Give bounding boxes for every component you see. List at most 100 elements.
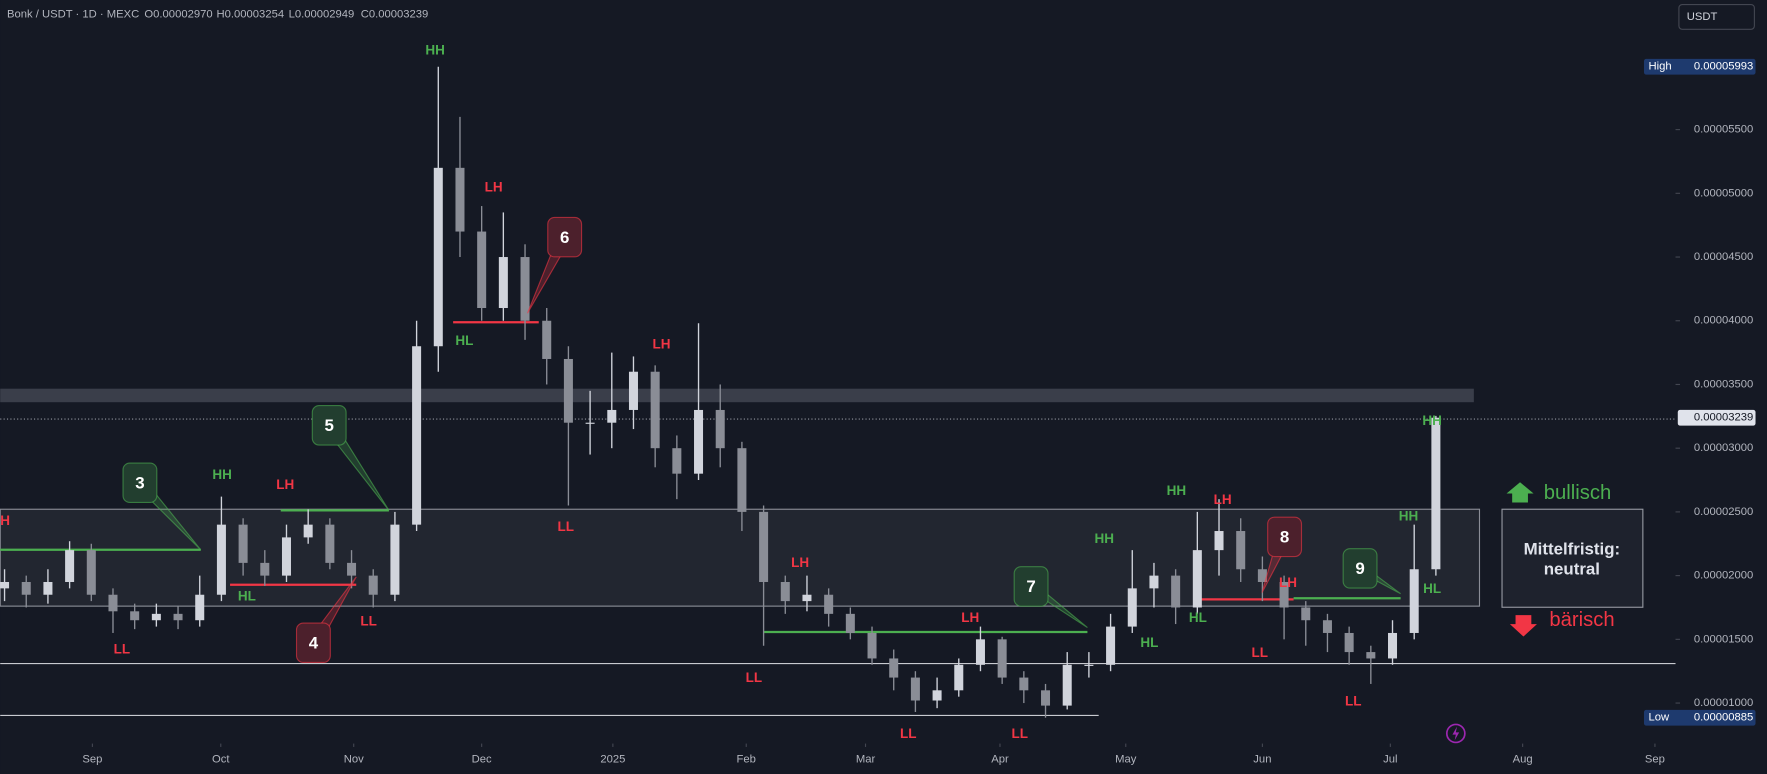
callout-box: [1267, 517, 1302, 557]
x-tick-label: Oct: [212, 753, 230, 765]
x-tick-label: Jun: [1253, 753, 1271, 765]
alert-icon[interactable]: [1445, 723, 1466, 744]
callout-box: [295, 622, 331, 664]
x-tick-label: Sep: [82, 753, 102, 765]
ohlc: O0.00002970 H0.00003254 L0.00002949 C0.0000…: [144, 9, 428, 21]
x-tick-label: Aug: [1513, 753, 1533, 765]
callout-box: [311, 405, 347, 446]
candle-body: [65, 550, 75, 582]
y-tick-label: 0.00003500: [1694, 378, 1753, 390]
candle-body: [1106, 626, 1116, 665]
candle-body: [1366, 652, 1376, 659]
candle-body: [455, 167, 465, 232]
candle-body: [433, 167, 443, 347]
candle-body: [932, 690, 942, 701]
candle-body: [802, 594, 812, 602]
candle-body: [759, 511, 769, 582]
swing-label: LH: [653, 336, 671, 351]
swing-label: HL: [455, 333, 473, 348]
x-tick-label: Mar: [856, 753, 876, 765]
candle-body: [1214, 531, 1224, 551]
y-tick-label: 0.00004000: [1694, 315, 1753, 327]
candles: [0, 66, 1441, 718]
swing-label: HH: [1422, 413, 1442, 428]
candle-body: [1062, 664, 1072, 706]
callout-box: [547, 216, 583, 258]
candle-body: [628, 371, 638, 410]
candle-body: [975, 639, 985, 665]
candle-body: [412, 346, 422, 525]
candle-body: [390, 524, 400, 595]
bias-title: Mittelfristig:: [1524, 539, 1621, 558]
price-tag-name: Low: [1648, 712, 1670, 724]
swing-label: HL: [1140, 635, 1158, 650]
callout-box: [1013, 566, 1049, 607]
candle-body: [0, 581, 10, 589]
y-tick-label: 0.00001000: [1694, 697, 1753, 709]
callout-label: 7: [1026, 577, 1035, 596]
swing-label: LH: [961, 610, 979, 625]
callout-label: 5: [324, 416, 333, 435]
candle-body: [325, 524, 335, 563]
candle-body: [650, 371, 660, 449]
candle-body: [824, 594, 834, 614]
price-tag-label: 0.00005993: [1694, 61, 1753, 73]
alert-icon-bolt[interactable]: [1452, 726, 1460, 741]
candle-body: [1127, 588, 1137, 627]
ohlc-value: L0.00002949: [289, 9, 355, 21]
price-tag: [1643, 58, 1756, 75]
candle-body: [1431, 417, 1441, 570]
candle-body: [1301, 607, 1311, 621]
swing-label: LL: [558, 519, 575, 534]
swing-label: LH: [1214, 492, 1232, 507]
x-tick-label: Nov: [344, 753, 364, 765]
callout-box: [547, 217, 582, 257]
callout-label: 3: [135, 473, 144, 492]
candle-body: [1019, 677, 1029, 691]
candle-body: [672, 448, 682, 474]
candle-body: [520, 257, 530, 321]
x-tick-label: Apr: [991, 753, 1009, 765]
candle-body: [238, 524, 248, 563]
bias-down: bärisch: [1549, 609, 1614, 631]
swing-label: LL: [1345, 693, 1362, 708]
candle-body: [216, 524, 226, 595]
callout-box: [296, 623, 331, 663]
candle-body: [347, 562, 357, 576]
bias-value: neutral: [1544, 560, 1600, 579]
callout-box: [1267, 516, 1303, 558]
callout-box: [1014, 566, 1048, 607]
candle-body: [1236, 531, 1246, 570]
ohlc-value: O0.00002970: [144, 9, 212, 21]
price-tag-label: 0.00000885: [1694, 712, 1753, 724]
candle-body: [1041, 690, 1051, 706]
candle-body: [910, 677, 920, 701]
x-tick-label: Feb: [737, 753, 756, 765]
x-tick-label: Dec: [472, 753, 492, 765]
candle-body: [368, 575, 378, 595]
y-tick-label: 0.00002000: [1694, 570, 1753, 582]
candle-body: [585, 422, 595, 424]
candle-body: [1192, 550, 1202, 608]
price-tag-name: High: [1648, 61, 1671, 73]
callout-label: 6: [560, 228, 569, 247]
y-tick-label: 0.00002500: [1694, 506, 1753, 518]
price-tag: [1643, 709, 1756, 726]
candle-body: [303, 524, 313, 538]
candle-body: [195, 594, 205, 621]
swing-label: LL: [114, 642, 130, 657]
x-tick-label: 2025: [600, 753, 625, 765]
candle-body: [498, 257, 508, 309]
bias-up: bullisch: [1544, 482, 1612, 504]
ohlc-value: C0.00003239: [361, 9, 429, 21]
currency-button[interactable]: [1678, 3, 1755, 30]
currency-label[interactable]: USDT: [1687, 11, 1718, 23]
candle-body: [173, 613, 183, 621]
callout-box: [122, 462, 158, 504]
swing-label: HH: [425, 42, 445, 57]
candle-body: [86, 550, 96, 595]
swing-label: HL: [238, 589, 256, 604]
candle-body: [281, 537, 291, 576]
